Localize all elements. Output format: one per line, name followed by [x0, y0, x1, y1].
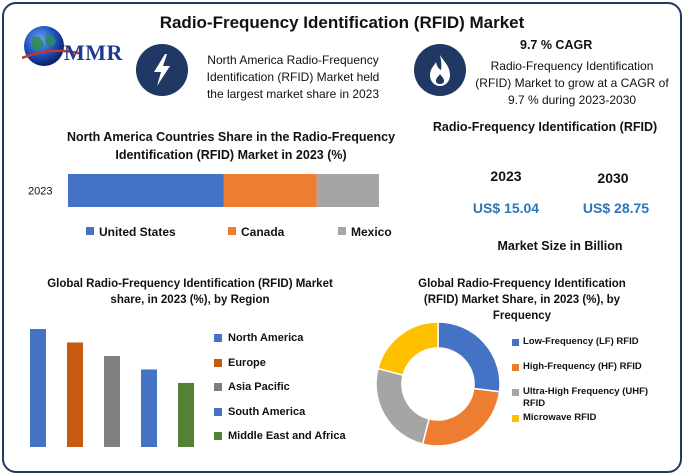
- region-legend-item: North America: [214, 326, 354, 351]
- region-legend: North America Europe Asia Pacific South Ame…: [214, 326, 354, 449]
- region-chart: [20, 320, 220, 450]
- region-legend-item: Middle East and Africa: [214, 424, 354, 449]
- stacked-legend-label: United States: [99, 225, 176, 239]
- region-chart-title: Global Radio-Frequency Identification (R…: [47, 278, 333, 306]
- frequency-legend-item: Low-Frequency (LF) RFID: [512, 336, 672, 348]
- market-size-footer: Market Size in Billion: [497, 239, 623, 253]
- stacked-legend-swatch: [86, 227, 94, 235]
- frequency-legend-item: Microwave RFID: [512, 412, 672, 424]
- region-bar-middle-east-and-africa: [178, 382, 194, 447]
- stacked-chart-svg: 2023 United States Canada Mexico: [28, 174, 392, 239]
- stacked-bar-united-states: [68, 174, 224, 207]
- donut-slice-3: [377, 321, 439, 376]
- mmr-logo: [21, 18, 132, 78]
- region-legend-swatch: [214, 407, 222, 416]
- logo-text: MMR: [64, 40, 123, 65]
- region-legend-label: Asia Pacific: [228, 381, 290, 394]
- region-legend-item: South America: [214, 400, 354, 425]
- flame-icon: [430, 55, 450, 86]
- stacked-chart: 2023 United States Canada Mexico: [20, 170, 400, 250]
- frequency-legend-swatch: [512, 415, 519, 422]
- info-right-text: Radio-Frequency Identification (RFID) Ma…: [475, 59, 669, 107]
- frequency-legend-label: High-Frequency (HF) RFID: [523, 361, 642, 372]
- donut-slice-2: [375, 367, 430, 445]
- stacked-legend-label: Mexico: [351, 225, 392, 239]
- frequency-legend-label: Low-Frequency (LF) RFID: [523, 336, 639, 347]
- region-legend-label: South America: [228, 405, 306, 418]
- year-2023: 2023: [490, 168, 522, 184]
- market-size-title: Radio-Frequency Identification (RFID): [432, 120, 658, 134]
- info-right-icon-circle: [414, 44, 466, 96]
- frequency-legend-label: Microwave RFID: [523, 412, 597, 423]
- frequency-legend-swatch: [512, 364, 519, 371]
- page-title: Radio-Frequency Identification (RFID) Ma…: [159, 13, 525, 32]
- region-legend-item: Asia Pacific: [214, 375, 354, 400]
- region-legend-label: North America: [228, 332, 304, 345]
- stacked-bar-canada: [223, 174, 317, 207]
- stacked-legend-swatch: [338, 227, 346, 235]
- frequency-chart-title: Global Radio-Frequency Identification (R…: [418, 278, 626, 322]
- frequency-chart: [372, 318, 504, 450]
- stacked-bar-mexico: [316, 174, 379, 207]
- frequency-donut-svg: [375, 321, 501, 447]
- region-legend-item: Europe: [214, 351, 354, 376]
- region-bar-asia-pacific: [104, 355, 120, 447]
- region-legend-label: Middle East and Africa: [228, 430, 346, 443]
- region-bar-south-america: [141, 369, 157, 447]
- region-chart-svg: [30, 329, 194, 447]
- region-bar-north-america: [30, 329, 46, 447]
- region-legend-swatch: [214, 432, 222, 441]
- stacked-category-label: 2023: [28, 186, 52, 198]
- info-left-text: North America Radio-Frequency Identifica…: [206, 53, 380, 101]
- frequency-legend-swatch: [512, 389, 519, 396]
- stacked-legend-label: Canada: [241, 225, 285, 239]
- region-legend-label: Europe: [228, 356, 266, 369]
- frequency-legend-item: High-Frequency (HF) RFID: [512, 361, 672, 373]
- donut-slice-0: [437, 321, 501, 393]
- donut-slice-1: [421, 387, 501, 447]
- stacked-legend-swatch: [228, 227, 236, 235]
- region-legend-swatch: [214, 334, 222, 343]
- region-legend-swatch: [214, 358, 222, 367]
- info-left-icon-circle: [136, 44, 188, 96]
- frequency-legend-item: Ultra-High Frequency (UHF) RFID: [512, 386, 672, 410]
- year-2030: 2030: [597, 170, 629, 186]
- region-bar-europe: [67, 342, 83, 447]
- stacked-chart-title: North America Countries Share in the Rad…: [66, 130, 396, 162]
- globe-icon: [21, 26, 83, 66]
- lightning-icon: [154, 54, 170, 86]
- value-2023: US$ 15.04: [472, 200, 540, 216]
- region-legend-swatch: [214, 383, 222, 392]
- value-2030: US$ 28.75: [582, 200, 650, 216]
- cagr-label: 9.7 % CAGR: [520, 38, 593, 52]
- frequency-legend-label: Ultra-High Frequency (UHF) RFID: [523, 386, 649, 409]
- frequency-legend-swatch: [512, 339, 519, 346]
